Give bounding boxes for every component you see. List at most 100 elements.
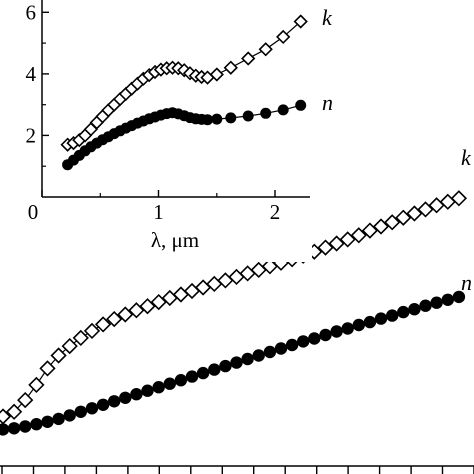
inset-panel: 2 4 6 0 1 2 k n λ, μm — [0, 0, 333, 262]
main-point-n-29 — [319, 328, 332, 342]
main-point-n-7 — [74, 405, 88, 418]
main-series-label-k: k — [461, 145, 472, 170]
main-panel: k n — [0, 145, 474, 474]
inset-point-k-26 — [223, 60, 238, 75]
main-point-n-21 — [230, 356, 243, 369]
main-point-n-8 — [85, 402, 99, 415]
main-point-n-27 — [297, 335, 310, 348]
inset-point-n-25 — [211, 113, 223, 125]
main-point-k-8 — [83, 322, 101, 340]
main-point-n-13 — [141, 384, 154, 397]
inset-y-tick-label-0: 2 — [26, 123, 37, 147]
main-point-n-24 — [263, 345, 277, 359]
main-point-k-6 — [61, 337, 78, 355]
main-point-k-9 — [94, 316, 112, 333]
main-point-k-31 — [339, 231, 356, 248]
main-point-k-7 — [72, 329, 89, 347]
main-point-k-4 — [39, 360, 56, 377]
main-point-n-33 — [363, 315, 377, 329]
main-point-n-23 — [252, 349, 265, 362]
main-point-n-6 — [63, 409, 76, 422]
main-point-n-19 — [208, 363, 221, 376]
main-point-n-40 — [441, 293, 454, 306]
main-point-k-30 — [328, 235, 345, 252]
main-point-k-33 — [361, 222, 379, 239]
inset-point-k-27 — [241, 51, 256, 66]
main-point-n-15 — [163, 377, 176, 390]
inset-x-tick-label-0: 0 — [28, 200, 39, 224]
main-point-n-12 — [130, 388, 143, 401]
main-point-k-32 — [350, 227, 367, 244]
main-point-k-1 — [5, 403, 23, 420]
inset-point-n-24 — [202, 114, 213, 126]
main-point-k-5 — [50, 347, 67, 364]
main-point-k-11 — [117, 306, 134, 323]
inset-series-label-n: n — [322, 90, 333, 115]
inset-point-n-29 — [277, 104, 289, 116]
main-point-n-3 — [30, 418, 43, 431]
main-point-n-4 — [41, 415, 54, 428]
main-series-n — [0, 290, 466, 436]
inset-point-k-25 — [209, 67, 224, 82]
main-point-n-17 — [185, 370, 199, 383]
main-point-n-14 — [152, 381, 165, 394]
main-point-k-34 — [372, 218, 390, 235]
main-point-k-10 — [106, 310, 123, 328]
inset-point-k-28 — [258, 42, 273, 57]
main-point-n-2 — [19, 420, 32, 433]
main-point-n-38 — [419, 299, 432, 312]
inset-point-n-27 — [242, 110, 254, 122]
main-point-n-25 — [274, 342, 288, 355]
main-point-k-38 — [417, 201, 434, 218]
main-point-k-2 — [17, 391, 34, 409]
inset-background — [0, 0, 312, 262]
main-point-n-41 — [452, 290, 466, 304]
inset-series-n — [62, 99, 307, 171]
main-point-k-12 — [128, 302, 145, 319]
inset-y-tick-label-1: 4 — [26, 62, 37, 86]
main-point-k-41 — [450, 190, 468, 207]
inset-x-tick-label-2: 2 — [270, 200, 281, 224]
main-point-n-39 — [430, 296, 443, 309]
main-point-k-29 — [317, 239, 334, 256]
main-point-n-34 — [374, 312, 388, 325]
main-point-n-20 — [219, 359, 232, 373]
inset-point-n-26 — [225, 112, 237, 124]
main-series-label-n: n — [461, 270, 472, 295]
main-point-n-5 — [52, 412, 65, 426]
main-point-k-13 — [139, 298, 156, 315]
main-point-n-36 — [397, 305, 410, 319]
main-point-n-18 — [196, 366, 210, 380]
main-point-k-36 — [395, 209, 412, 226]
main-point-k-37 — [406, 205, 423, 222]
inset-axes: 2 4 6 0 1 2 — [26, 0, 310, 224]
main-axes — [0, 465, 474, 474]
main-point-n-11 — [119, 391, 132, 404]
inset-x-axis-title: λ, μm — [151, 228, 199, 252]
main-point-n-16 — [174, 374, 188, 387]
inset-point-n-30 — [295, 99, 307, 111]
main-point-n-32 — [352, 318, 365, 332]
main-point-n-10 — [108, 395, 121, 408]
main-point-n-1 — [7, 422, 21, 435]
inset-point-k-29 — [276, 29, 291, 45]
main-point-n-35 — [386, 309, 399, 322]
main-point-n-31 — [341, 322, 354, 335]
main-point-k-3 — [28, 376, 45, 394]
main-point-n-30 — [330, 325, 343, 338]
main-point-n-28 — [308, 332, 321, 345]
inset-point-k-30 — [293, 14, 308, 29]
inset-series-k — [60, 14, 308, 152]
inset-x-tick-label-1: 1 — [153, 200, 164, 224]
main-point-n-0 — [0, 423, 10, 436]
main-point-k-35 — [384, 214, 401, 231]
main-point-n-37 — [408, 303, 421, 316]
main-point-k-14 — [150, 293, 167, 311]
inset-y-tick-label-2: 6 — [26, 0, 37, 24]
main-point-n-26 — [285, 338, 299, 352]
main-point-n-22 — [241, 352, 254, 366]
inset-series-label-k: k — [322, 5, 333, 30]
main-point-n-9 — [96, 398, 110, 411]
inset-point-n-28 — [260, 107, 272, 119]
